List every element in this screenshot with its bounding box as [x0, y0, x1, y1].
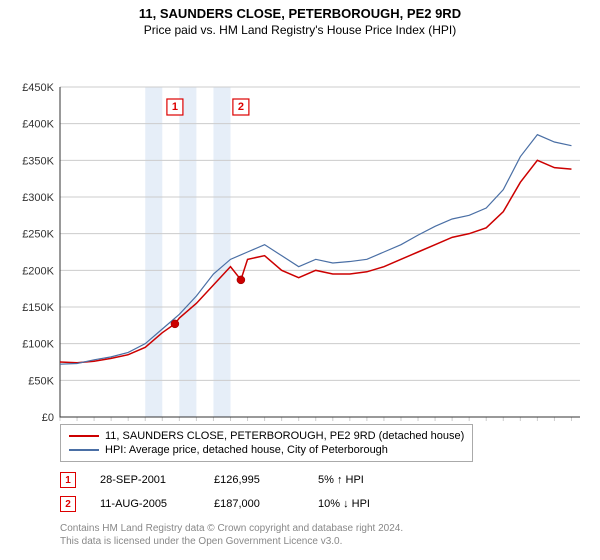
- sales-table: 1 28-SEP-2001 £126,995 5% ↑ HPI 2 11-AUG-2005…: [60, 468, 398, 516]
- chart-band: [179, 87, 196, 417]
- sale-point: [171, 320, 179, 328]
- sale-row-diff: 10% ↓ HPI: [318, 498, 398, 510]
- sale-point: [237, 276, 245, 284]
- footer-licence: This data is licensed under the Open Gov…: [60, 535, 403, 548]
- sale-row-price: £187,000: [214, 498, 294, 510]
- y-tick-label: £200K: [22, 265, 54, 277]
- series-hpi: [60, 135, 571, 365]
- sales-row: 1 28-SEP-2001 £126,995 5% ↑ HPI: [60, 468, 398, 492]
- sale-row-marker: 1: [60, 472, 76, 488]
- y-tick-label: £300K: [22, 192, 54, 204]
- legend-row: HPI: Average price, detached house, City…: [69, 443, 464, 457]
- chart-band: [145, 87, 162, 417]
- legend-row: 11, SAUNDERS CLOSE, PETERBOROUGH, PE2 9R…: [69, 429, 464, 443]
- chart-footer: Contains HM Land Registry data © Crown c…: [60, 522, 403, 548]
- sale-row-date: 11-AUG-2005: [100, 498, 190, 510]
- legend-label: 11, SAUNDERS CLOSE, PETERBOROUGH, PE2 9R…: [105, 430, 464, 442]
- chart-title-address: 11, SAUNDERS CLOSE, PETERBOROUGH, PE2 9R…: [0, 6, 600, 21]
- sale-row-marker: 2: [60, 496, 76, 512]
- y-tick-label: £450K: [22, 82, 54, 94]
- chart-title-sub: Price paid vs. HM Land Registry's House …: [0, 23, 600, 37]
- legend-swatch: [69, 435, 99, 437]
- y-tick-label: £400K: [22, 119, 54, 131]
- series-property: [60, 160, 571, 362]
- axis-domain: [60, 87, 580, 417]
- sale-marker-label: 2: [238, 101, 244, 113]
- price-chart: £0 £50K £100K £150K £200K £250K £300K £350K £400…: [0, 37, 600, 423]
- sales-row: 2 11-AUG-2005 £187,000 10% ↓ HPI: [60, 492, 398, 516]
- sale-marker-label: 1: [172, 101, 178, 113]
- sale-row-diff: 5% ↑ HPI: [318, 474, 398, 486]
- sale-row-date: 28-SEP-2001: [100, 474, 190, 486]
- legend-swatch: [69, 449, 99, 451]
- chart-legend: 11, SAUNDERS CLOSE, PETERBOROUGH, PE2 9R…: [60, 424, 473, 462]
- y-tick-label: £100K: [22, 339, 54, 351]
- sale-row-price: £126,995: [214, 474, 294, 486]
- chart-band: [213, 87, 230, 417]
- legend-label: HPI: Average price, detached house, City…: [105, 444, 388, 456]
- y-tick-label: £150K: [22, 302, 54, 314]
- y-tick-label: £350K: [22, 155, 54, 167]
- y-tick-label: £0: [42, 412, 54, 423]
- y-tick-label: £250K: [22, 229, 54, 241]
- y-tick-label: £50K: [28, 375, 54, 387]
- footer-copyright: Contains HM Land Registry data © Crown c…: [60, 522, 403, 535]
